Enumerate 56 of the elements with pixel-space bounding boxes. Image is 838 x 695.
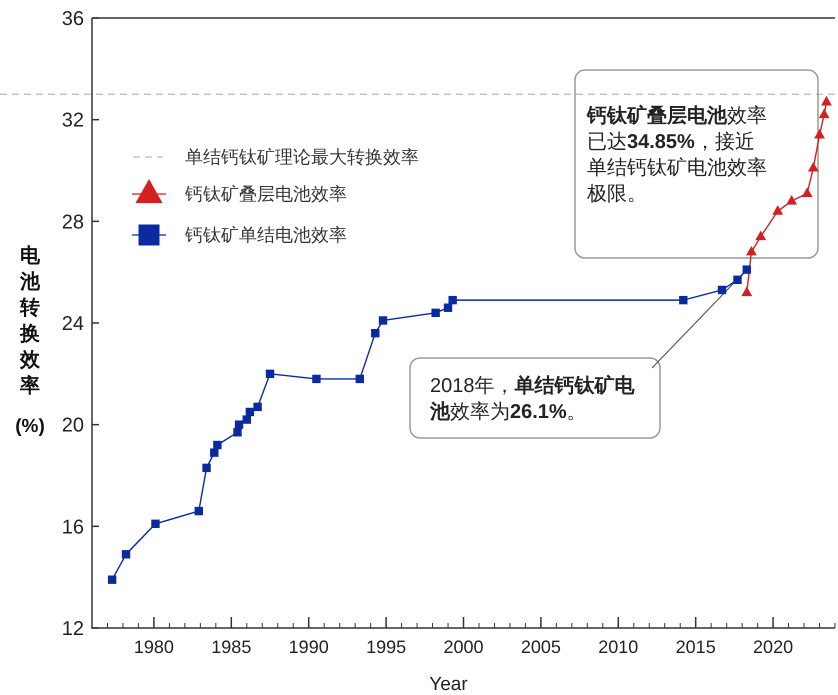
x-tick-label: 1990 xyxy=(288,637,329,657)
point xyxy=(733,276,742,284)
point xyxy=(242,415,251,424)
point xyxy=(312,374,321,384)
point xyxy=(194,506,204,516)
text: 钙钛矿叠层电池效率已达34.85%，接近单结钙钛矿电池效率极限。 xyxy=(587,105,767,205)
point xyxy=(213,440,222,450)
y-tick-label: 12 xyxy=(62,618,84,640)
point xyxy=(246,408,254,416)
point xyxy=(679,296,688,304)
x-tick-label: 1985 xyxy=(211,637,252,657)
x-tick-label: 2010 xyxy=(598,637,638,657)
point xyxy=(802,187,813,197)
point xyxy=(151,520,160,528)
point xyxy=(378,316,388,325)
text: 2018年，单结钙钛矿电池效率为26.1%。 xyxy=(430,375,634,423)
point xyxy=(741,286,752,296)
point xyxy=(210,448,218,457)
y-tick-label: 28 xyxy=(62,211,84,234)
point xyxy=(253,402,262,412)
point xyxy=(266,370,274,378)
point xyxy=(742,265,751,274)
point xyxy=(356,374,364,384)
x-tick-label: 2015 xyxy=(676,637,716,657)
x-tick-label: 2005 xyxy=(520,637,561,657)
point xyxy=(814,128,825,139)
point xyxy=(448,296,457,304)
legend-label: 单结钙钛矿理论最大转换效率 xyxy=(185,147,419,167)
point xyxy=(108,576,116,584)
x-tick-label: 2020 xyxy=(753,637,794,657)
point xyxy=(234,420,244,429)
point xyxy=(786,195,798,205)
y-tick-label: 16 xyxy=(62,516,84,538)
point xyxy=(821,96,832,106)
y-tick-label: 20 xyxy=(62,414,84,437)
x-tick-label: 1980 xyxy=(134,637,174,657)
point xyxy=(755,230,766,240)
x-axis-title: Year xyxy=(429,674,468,695)
legend-label: 钙钛矿叠层电池效率 xyxy=(184,184,347,204)
point xyxy=(818,108,830,118)
point xyxy=(122,550,130,558)
point xyxy=(718,286,726,294)
y-tick-label: 36 xyxy=(62,8,84,30)
x-tick-label: 2000 xyxy=(443,637,484,657)
point xyxy=(202,464,211,472)
point xyxy=(371,328,380,338)
point xyxy=(808,162,819,172)
x-tick-label: 1995 xyxy=(366,637,406,657)
point xyxy=(772,205,784,215)
y-tick-label: 32 xyxy=(62,110,84,132)
point xyxy=(431,308,440,318)
point xyxy=(444,304,452,312)
y-axis-title: 电池转换效率(%) xyxy=(15,245,45,437)
legend-label: 钙钛矿单结电池效率 xyxy=(184,225,347,245)
point xyxy=(746,246,757,256)
y-tick-label: 24 xyxy=(62,313,84,335)
